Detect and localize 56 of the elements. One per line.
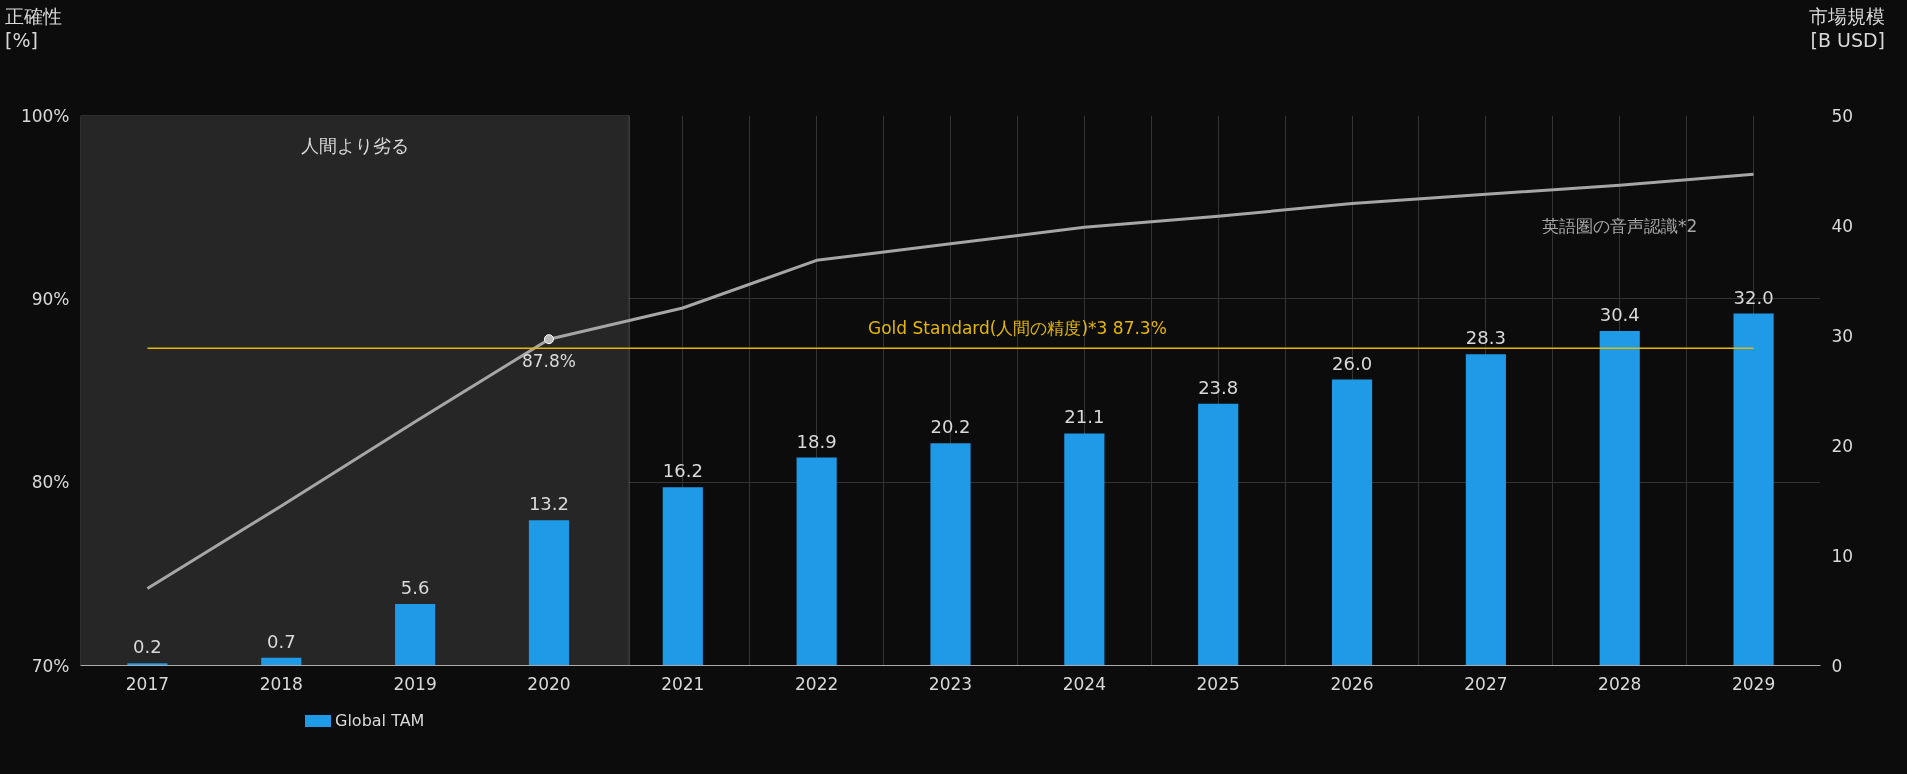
data-label: 23.8: [1198, 376, 1239, 398]
y2-tick-label: 30: [1831, 326, 1854, 346]
bar: [1733, 313, 1774, 666]
x-tick-label: 2023: [928, 673, 973, 694]
x-tick-label: 2019: [393, 673, 437, 694]
bar: [1331, 379, 1373, 666]
y2-tick-label: 0: [1831, 656, 1843, 676]
y2-axis-title: 市場規模 [B USD]: [1809, 5, 1885, 53]
x-tick-label: 2017: [125, 673, 170, 694]
bar: [1064, 433, 1105, 666]
data-label: 18.9: [796, 430, 837, 452]
y2-tick-label: 20: [1831, 436, 1854, 456]
x-tick-label: 2028: [1598, 673, 1642, 694]
y-tick-label: 70%: [31, 655, 70, 676]
y-axis-title: 正確性 [%]: [5, 5, 62, 53]
data-label: 0.7: [266, 630, 296, 652]
legend-label: Global TAM: [335, 710, 425, 732]
band-label: 人間より劣る: [300, 134, 409, 156]
bar: [1465, 354, 1506, 666]
y-tick-label: 90%: [31, 288, 70, 309]
bar: [796, 457, 837, 666]
series-label: 英語圏の音声認識*2: [1542, 216, 1698, 237]
x-tick-label: 2018: [259, 673, 303, 694]
data-label: 0.2: [133, 636, 162, 658]
data-label: 21.1: [1064, 406, 1105, 428]
bar: [528, 520, 570, 666]
data-label: 13.2: [528, 493, 569, 515]
bar: [1198, 403, 1239, 666]
y2-tick-label: 50: [1831, 106, 1854, 126]
data-label: 30.4: [1599, 304, 1640, 326]
bar: [1599, 331, 1640, 666]
ref-line-label: Gold Standard(人間の精度)*3 87.3%: [868, 318, 1167, 339]
bar: [261, 657, 302, 666]
data-label: 20.2: [930, 416, 971, 438]
x-tick-label: 2024: [1062, 673, 1106, 694]
x-tick-label: 2027: [1464, 673, 1508, 694]
y2-tick-label: 10: [1831, 546, 1854, 566]
bar: [127, 663, 168, 666]
y2-tick-label: 40: [1831, 216, 1854, 236]
bar: [930, 443, 971, 666]
data-label: 32.0: [1733, 286, 1774, 308]
y-tick-label: 100%: [20, 105, 70, 126]
x-tick-label: 2020: [527, 673, 571, 694]
y-tick-label: 80%: [31, 472, 70, 493]
data-label: 28.3: [1465, 327, 1506, 349]
bar: [395, 603, 436, 666]
x-tick-label: 2029: [1731, 673, 1776, 694]
bar: [662, 487, 703, 666]
annotation: 87.8%: [521, 351, 576, 372]
data-label: 26.0: [1332, 352, 1373, 374]
data-label: 5.6: [400, 576, 430, 598]
x-tick-label: 2022: [795, 673, 839, 694]
data-label: 16.2: [662, 460, 703, 482]
x-tick-label: 2026: [1330, 673, 1374, 694]
x-tick-label: 2021: [661, 673, 705, 694]
x-tick-label: 2025: [1196, 673, 1240, 694]
